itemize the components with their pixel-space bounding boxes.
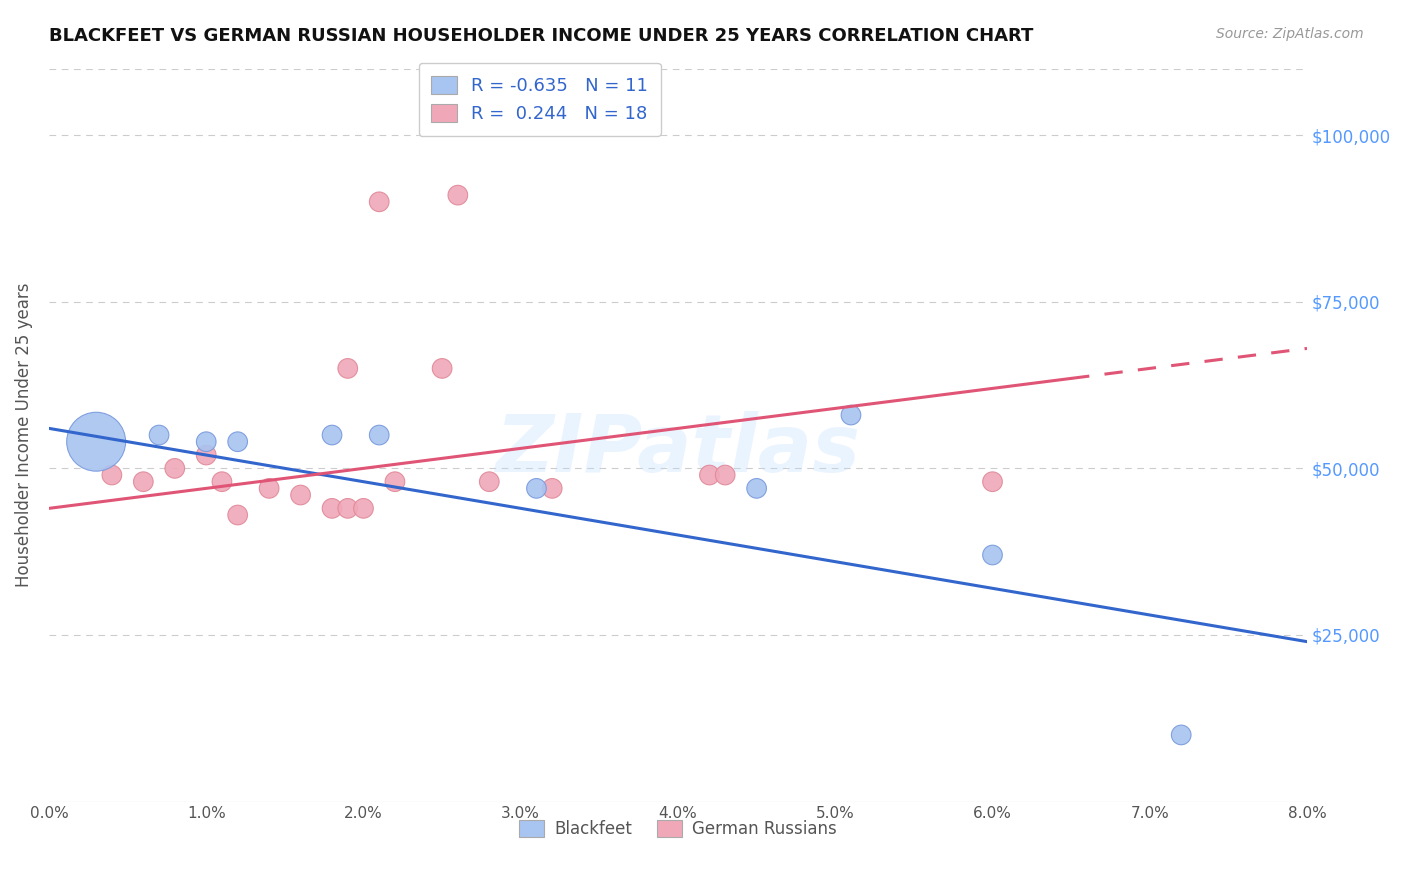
Point (226, 508, 249, 522)
Y-axis label: Householder Income Under 25 years: Householder Income Under 25 years (15, 283, 32, 587)
Text: Source: ZipAtlas.com: Source: ZipAtlas.com (1216, 27, 1364, 41)
Point (148, 428, 170, 442)
Point (195, 448, 218, 462)
Point (353, 501, 375, 516)
Point (368, 428, 391, 442)
Point (195, 434, 218, 449)
Point (714, 468, 737, 483)
Point (430, 361, 453, 376)
Point (699, 468, 721, 483)
Point (257, 481, 280, 495)
Point (84, 434, 107, 449)
Point (290, 488, 312, 502)
Point (368, 194, 391, 209)
Point (336, 501, 359, 516)
Point (321, 501, 343, 516)
Point (981, 548, 1004, 562)
Point (541, 481, 564, 495)
Point (839, 408, 862, 422)
Point (101, 468, 124, 483)
Point (745, 481, 768, 495)
Point (211, 475, 233, 489)
Point (526, 481, 548, 495)
Point (478, 475, 501, 489)
Point (163, 461, 186, 475)
Point (384, 475, 406, 489)
Legend: Blackfeet, German Russians: Blackfeet, German Russians (513, 813, 844, 845)
Point (1170, 728, 1192, 742)
Text: ZIPatlas: ZIPatlas (495, 410, 860, 489)
Point (132, 475, 155, 489)
Point (447, 188, 470, 202)
Point (336, 361, 359, 376)
Point (226, 434, 249, 449)
Point (981, 475, 1004, 489)
Point (321, 428, 343, 442)
Text: BLACKFEET VS GERMAN RUSSIAN HOUSEHOLDER INCOME UNDER 25 YEARS CORRELATION CHART: BLACKFEET VS GERMAN RUSSIAN HOUSEHOLDER … (49, 27, 1033, 45)
